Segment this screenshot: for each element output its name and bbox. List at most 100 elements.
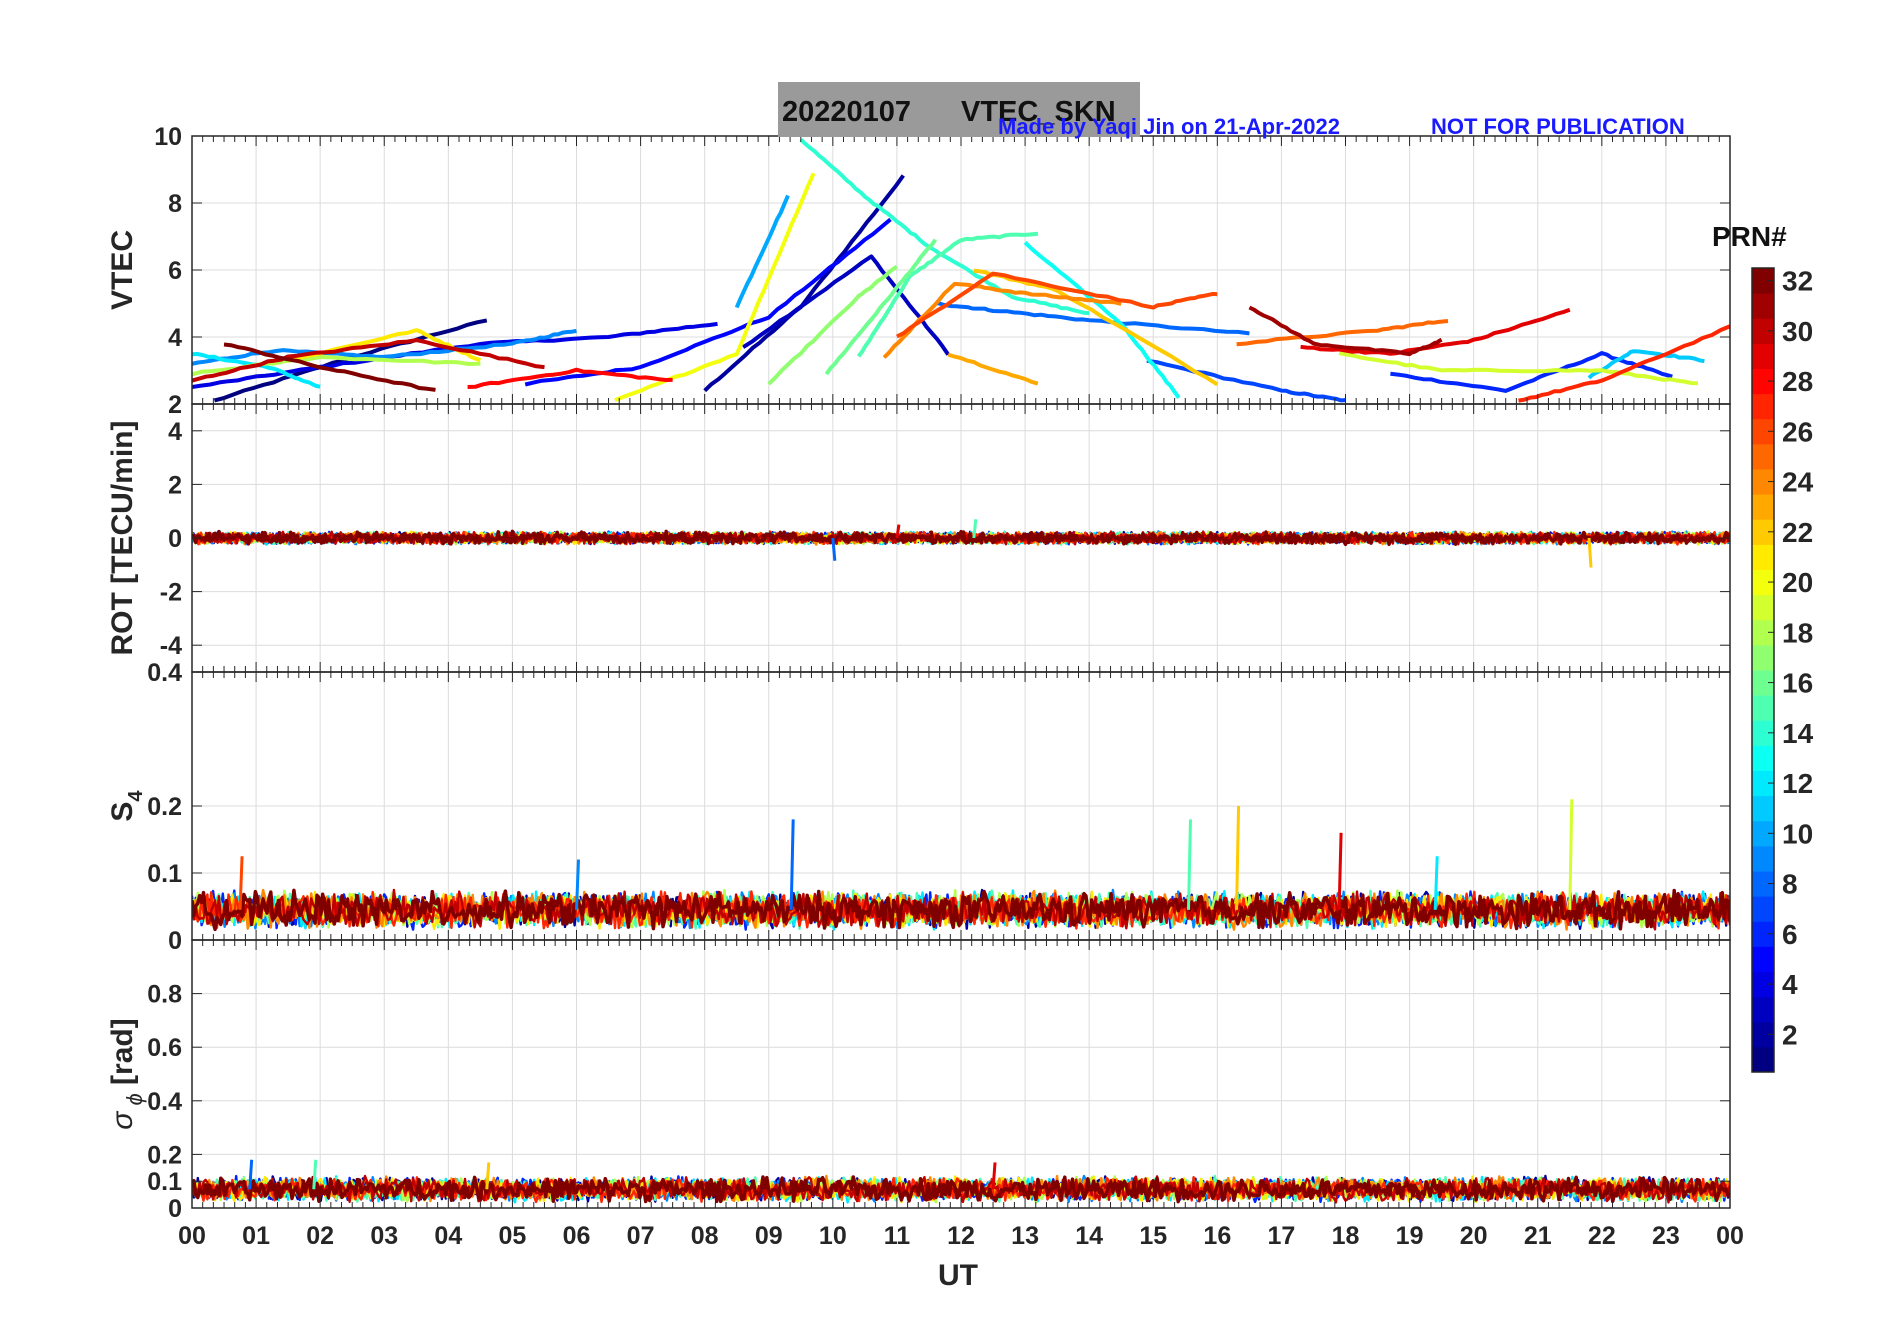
trace-spike <box>895 524 901 539</box>
y-tick-label: 2 <box>168 391 182 419</box>
x-tick-label: 09 <box>755 1222 783 1250</box>
title-label: VTEC_SKN <box>961 96 1116 128</box>
colorbar-cell <box>1752 896 1774 922</box>
x-tick-label: 00 <box>178 1222 206 1250</box>
colorbar-cell <box>1752 519 1774 545</box>
colorbar-cell <box>1752 795 1774 822</box>
colorbar-cell <box>1752 443 1774 470</box>
title-date: 20220107 <box>782 96 911 128</box>
series-prn-17 <box>767 264 899 386</box>
colorbar-cell <box>1752 343 1774 369</box>
y-tick-label: -4 <box>160 632 182 660</box>
series-prn-30 <box>192 338 545 383</box>
x-tick-label: 11 <box>884 1222 911 1250</box>
trace-spike <box>991 1162 997 1190</box>
y-tick-label: 0 <box>168 1195 182 1223</box>
x-tick-label: 21 <box>1524 1222 1552 1250</box>
title-box <box>778 82 1140 137</box>
y-tick-label: 0 <box>168 525 182 553</box>
series-group <box>192 138 1730 403</box>
credit-text: Made by Yaqi Jin on 21-Apr-2022 <box>998 114 1340 139</box>
trace-spike <box>1337 832 1343 910</box>
y-tick-label: 0.2 <box>147 1141 182 1169</box>
trace-prn-32 <box>192 1175 1730 1204</box>
panel-sigmaphi: 00.10.2 0.4 0.6 0.8σ ϕ [rad] <box>106 939 1731 1223</box>
series-prn-28 <box>467 367 673 389</box>
x-tick-label: 12 <box>947 1222 975 1250</box>
x-tick-label: 04 <box>434 1222 462 1250</box>
colorbar-tick-label: 30 <box>1782 316 1813 347</box>
x-tick-label: 10 <box>819 1222 847 1250</box>
trace-spike <box>238 856 244 910</box>
series-group <box>192 519 1730 568</box>
colorbar-tick-label: 6 <box>1782 919 1798 950</box>
colorbar-tick-label: 24 <box>1782 467 1814 498</box>
x-tick-label: 19 <box>1396 1222 1424 1250</box>
x-tick-label: 22 <box>1588 1222 1616 1250</box>
colorbar-cell <box>1752 845 1774 872</box>
x-tick-label: 20 <box>1460 1222 1488 1250</box>
y-tick-label: 0.8 <box>147 981 182 1009</box>
colorbar-cell <box>1752 594 1774 621</box>
trace-spike <box>972 519 978 539</box>
trace-prn-32 <box>192 529 1730 547</box>
series-prn-32 <box>223 342 436 392</box>
x-tick-label: 02 <box>306 1222 334 1250</box>
colorbar-cell <box>1752 695 1774 721</box>
trace-spike <box>1186 819 1192 910</box>
series-prn-5 <box>524 217 892 387</box>
y-axis-label-s4: S4 <box>106 790 147 822</box>
x-tick-label: 07 <box>627 1222 655 1250</box>
y-tick-label: 4 <box>168 418 182 446</box>
series-prn-25 <box>1236 319 1449 347</box>
y-tick-label: 0.6 <box>147 1034 182 1062</box>
x-tick-label: 08 <box>691 1222 719 1250</box>
x-tick-label: 17 <box>1268 1222 1296 1250</box>
series-prn-19 <box>1338 351 1699 386</box>
colorbar-cell <box>1752 644 1774 671</box>
colorbar-cell <box>1752 996 1774 1023</box>
series-prn-29 <box>1300 307 1571 356</box>
colorbar-cell <box>1752 418 1774 445</box>
colorbar-tick-label: 18 <box>1782 617 1813 648</box>
x-tick-label: 00 <box>1716 1222 1744 1250</box>
trace-spike <box>1568 799 1574 910</box>
series-prn-26 <box>896 271 1218 339</box>
series-prn-4 <box>192 321 718 389</box>
panel-s4: 0 0.1 0.2 0.4 S4 <box>106 659 1731 955</box>
y-tick-label: 2 <box>168 471 182 499</box>
x-tick-label: 06 <box>563 1222 591 1250</box>
x-axis: 00 01 02 03 04 05 06 07 08 09 10 11 12 13 14 15 16 17 18 19… <box>178 1222 1744 1250</box>
trace-prn-32 <box>192 888 1730 932</box>
trace-spike <box>1433 856 1439 910</box>
panel-rot: -4 -2 0 2 4 ROT [TECU/min] <box>106 403 1731 673</box>
y-tick-label: 8 <box>168 190 182 218</box>
trace-spike <box>1587 537 1593 568</box>
colorbar-cell <box>1752 871 1774 897</box>
y-tick-label: 0 <box>168 927 182 955</box>
notice-text: NOT FOR PUBLICATION <box>1431 114 1685 139</box>
colorbar-cell <box>1752 619 1774 646</box>
colorbar-tick-label: 4 <box>1782 969 1798 1000</box>
x-tick-label: 01 <box>242 1222 270 1250</box>
series-group <box>192 799 1730 932</box>
colorbar-tick-label: 32 <box>1782 266 1813 297</box>
trace-spike <box>575 859 580 910</box>
colorbar-cell <box>1752 318 1774 344</box>
colorbar-cell <box>1752 770 1774 797</box>
colorbar-cell <box>1752 1021 1774 1048</box>
trace-spike <box>248 1159 254 1190</box>
colorbar-cell <box>1752 469 1774 495</box>
series-prn-31 <box>1248 305 1443 357</box>
series-prn-27 <box>1518 324 1730 403</box>
colorbar-cell <box>1752 293 1774 319</box>
trace-spike <box>1235 805 1241 910</box>
y-tick-label: 0.1 <box>147 860 182 888</box>
x-tick-label: 18 <box>1332 1222 1360 1250</box>
trace-spike <box>831 537 837 561</box>
colorbar-cell <box>1752 820 1774 847</box>
y-tick-label: 0.4 <box>147 659 182 687</box>
colorbar-cell <box>1752 670 1774 696</box>
